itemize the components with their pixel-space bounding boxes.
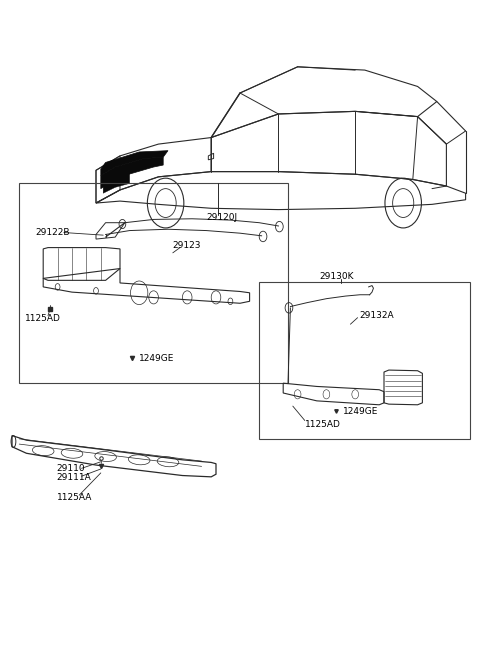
Polygon shape bbox=[101, 151, 168, 176]
Text: 1125AA: 1125AA bbox=[57, 493, 92, 502]
Text: 29110: 29110 bbox=[57, 464, 85, 473]
Polygon shape bbox=[103, 172, 130, 193]
Text: 29120J: 29120J bbox=[206, 213, 238, 222]
Polygon shape bbox=[101, 157, 163, 189]
Text: 1125AD: 1125AD bbox=[25, 314, 61, 323]
Text: 1249GE: 1249GE bbox=[139, 354, 175, 363]
Text: 29111A: 29111A bbox=[57, 473, 91, 482]
Text: 29122B: 29122B bbox=[35, 228, 70, 237]
Bar bbox=[259, 282, 470, 439]
Text: 29130K: 29130K bbox=[319, 272, 354, 281]
Text: 29123: 29123 bbox=[173, 241, 201, 250]
Text: 1125AD: 1125AD bbox=[305, 420, 341, 429]
Text: 29132A: 29132A bbox=[359, 311, 394, 320]
Text: 1249GE: 1249GE bbox=[343, 407, 378, 416]
Bar bbox=[19, 183, 288, 383]
